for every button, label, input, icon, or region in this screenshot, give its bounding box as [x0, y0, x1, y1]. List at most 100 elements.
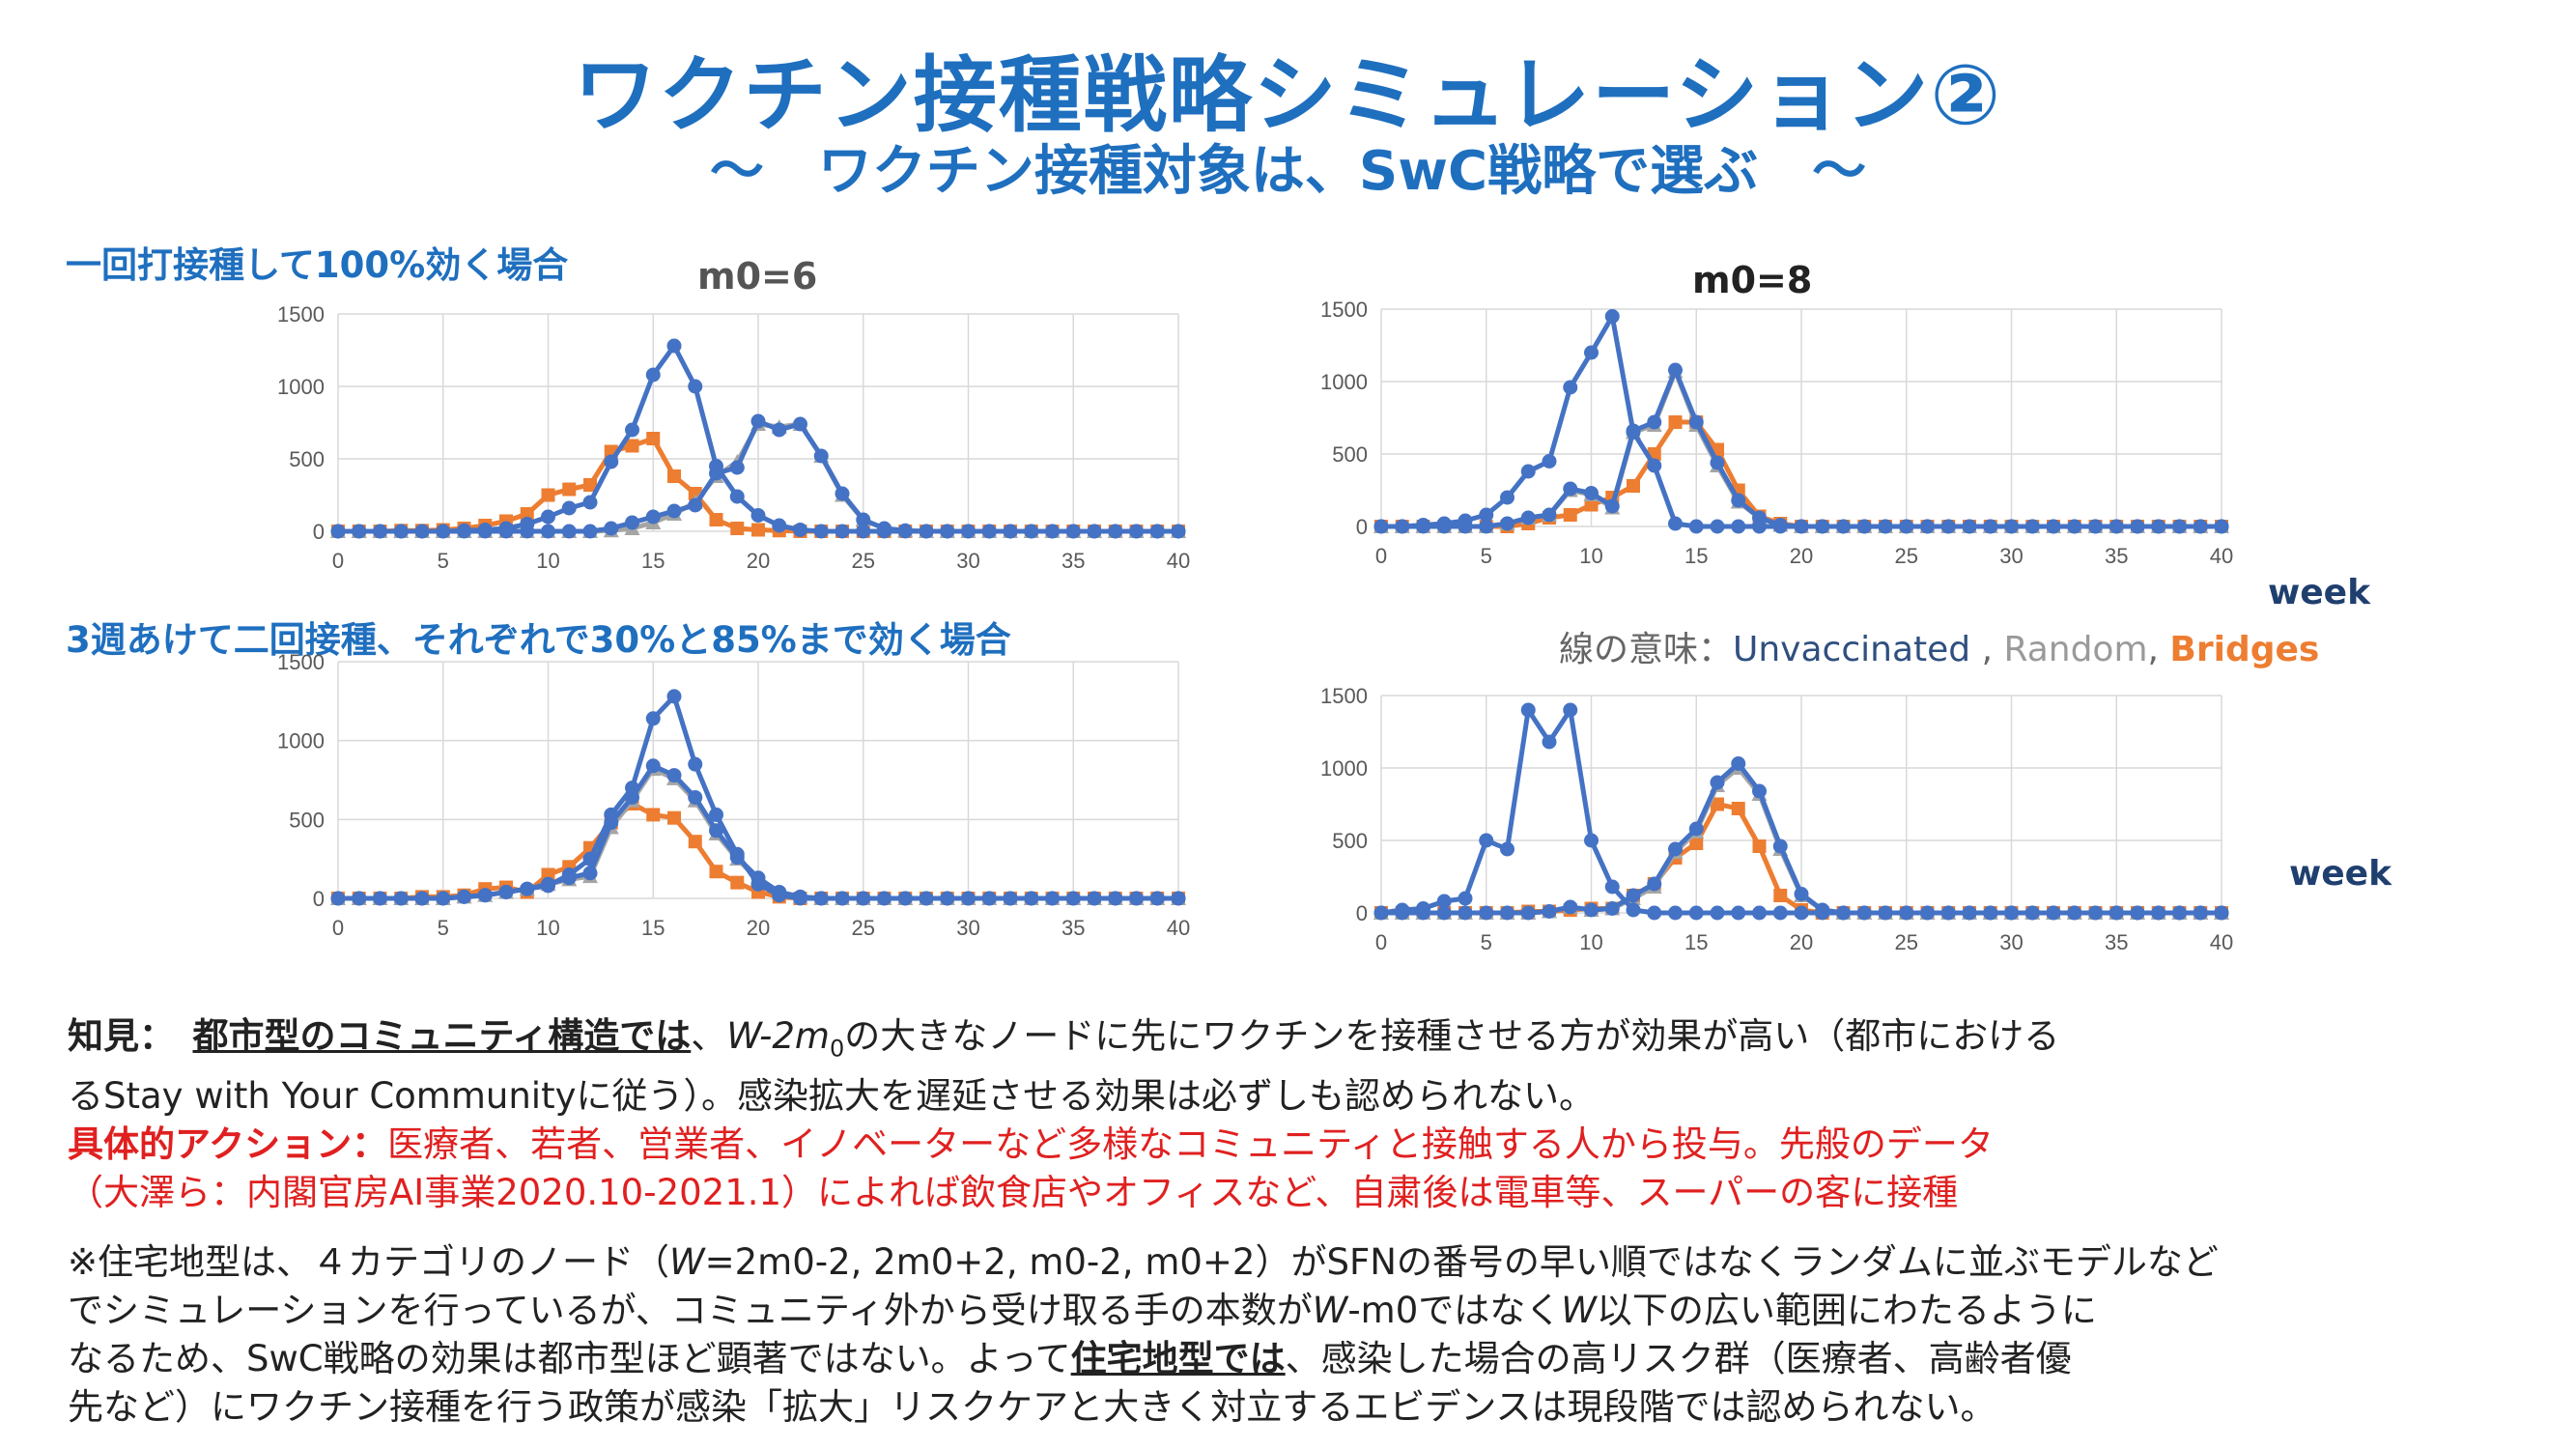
data-point-unvaccinated: [330, 891, 346, 906]
note-p2: =2m0-2, 2m0+2, m0-2, m0+2）がSFNの番号の早い順ではな…: [704, 1241, 2219, 1283]
data-point-unvaccinated: [813, 524, 829, 539]
data-point-unvaccinated: [1856, 905, 1872, 921]
x-tick-label: 0: [1375, 544, 1387, 568]
data-point-unvaccinated: [1688, 821, 1704, 837]
y-tick-label: 0: [1356, 901, 1368, 925]
data-point-unvaccinated: [981, 524, 997, 539]
data-point-unvaccinated: [1500, 905, 1514, 921]
data-point-unvaccinated: [1983, 519, 1998, 534]
data-point-unvaccinated: [1108, 524, 1123, 539]
data-point-unvaccinated: [2067, 905, 2082, 921]
m-sub: 0: [829, 1035, 845, 1063]
note-l3u: 住宅地型では: [1070, 1338, 1286, 1379]
data-point-unvaccinated: [1836, 905, 1851, 921]
y-tick-label: 1000: [1320, 756, 1368, 781]
data-point-unvaccinated: [582, 524, 598, 539]
note-l3b: 、感染した場合の高リスク群（医療者、高齢者優: [1285, 1338, 2072, 1379]
x-tick-label: 35: [2105, 930, 2128, 954]
data-point-unvaccinated: [645, 711, 661, 726]
data-point-unvaccinated: [1479, 519, 1494, 534]
data-point-unvaccinated: [2024, 519, 2040, 534]
data-point-bridges: [1668, 415, 1683, 429]
data-point-bridges: [1752, 839, 1767, 853]
x-tick-label: 20: [1790, 930, 1813, 954]
data-point-unvaccinated: [1604, 901, 1620, 916]
note-w3: W: [1561, 1290, 1597, 1331]
data-point-unvaccinated: [1542, 454, 1557, 469]
data-point-bridges: [730, 522, 745, 535]
chart2-title: m0=8: [1692, 259, 1813, 301]
data-point-unvaccinated: [1604, 309, 1620, 324]
data-point-unvaccinated: [729, 460, 745, 475]
data-point-unvaccinated: [1024, 524, 1039, 539]
data-point-unvaccinated: [1710, 775, 1725, 790]
data-point-unvaccinated: [856, 891, 871, 906]
data-point-unvaccinated: [1836, 519, 1851, 534]
legend-unvaccinated: Unvaccinated: [1733, 630, 1971, 669]
data-point-unvaccinated: [1542, 734, 1557, 750]
x-tick-label: 5: [438, 916, 449, 940]
data-point-unvaccinated: [645, 509, 661, 525]
data-point-unvaccinated: [793, 523, 807, 537]
data-point-unvaccinated: [1878, 519, 1893, 534]
week-label-2: week: [2289, 854, 2392, 894]
chart-m0-8: 0 5 10 15 20 25 30 35 40 0 500 1000 1500: [1320, 298, 2233, 568]
x-tick-label: 30: [956, 549, 979, 573]
data-point-unvaccinated: [793, 891, 807, 906]
data-point-unvaccinated: [1584, 345, 1599, 360]
data-point-unvaccinated: [330, 524, 346, 539]
data-point-unvaccinated: [1479, 833, 1494, 848]
data-point-bridges: [1711, 797, 1724, 811]
data-point-unvaccinated: [1815, 905, 1830, 921]
data-point-unvaccinated: [709, 459, 723, 473]
data-point-unvaccinated: [2130, 519, 2145, 534]
x-tick-label: 5: [1481, 544, 1492, 568]
data-point-unvaccinated: [1772, 519, 1788, 534]
data-point-unvaccinated: [2046, 519, 2061, 534]
findings-label: 知見：: [68, 1015, 157, 1057]
data-point-unvaccinated: [477, 523, 493, 537]
data-point-unvaccinated: [1604, 498, 1620, 514]
data-point-unvaccinated: [1024, 891, 1039, 906]
data-point-unvaccinated: [625, 515, 639, 530]
data-point-unvaccinated: [772, 518, 787, 533]
x-tick-label: 30: [1999, 930, 2023, 954]
data-point-unvaccinated: [2046, 905, 2061, 921]
x-tick-label: 20: [747, 549, 770, 573]
data-point-unvaccinated: [1563, 702, 1578, 718]
data-point-unvaccinated: [2109, 905, 2124, 921]
data-point-unvaccinated: [1647, 905, 1662, 921]
data-point-unvaccinated: [414, 524, 430, 539]
x-tick-label: 0: [332, 916, 344, 940]
y-tick-label: 1500: [1320, 684, 1368, 708]
x-tick-label: 35: [1062, 549, 1085, 573]
data-point-unvaccinated: [835, 486, 850, 501]
data-point-unvaccinated: [666, 503, 682, 519]
data-point-bridges: [667, 469, 681, 483]
data-point-unvaccinated: [1772, 905, 1788, 921]
week-label-1: week: [2268, 573, 2371, 612]
data-point-unvaccinated: [1171, 524, 1186, 539]
data-point-unvaccinated: [1962, 519, 1977, 534]
data-point-bridges: [709, 513, 723, 526]
data-point-unvaccinated: [1899, 519, 1914, 534]
data-point-unvaccinated: [1647, 876, 1662, 892]
findings-line2: るStay with Your Communityに従う）。感染拡大を遅延させる…: [68, 1075, 1595, 1118]
data-point-unvaccinated: [2067, 519, 2082, 534]
data-point-unvaccinated: [1373, 519, 1389, 534]
action-text: 医療者、若者、営業者、イノベーターなど多様なコミュニティと接触する人から投与。先…: [387, 1123, 1994, 1166]
note-line4: 先など）にワクチン接種を行う政策が感染「拡大」リスクケアと大きく対立するエビデン…: [68, 1386, 1996, 1428]
data-point-unvaccinated: [1710, 519, 1725, 534]
data-point-unvaccinated: [393, 524, 409, 539]
data-point-unvaccinated: [1458, 513, 1473, 528]
data-point-unvaccinated: [1668, 905, 1683, 921]
data-point-unvaccinated: [1542, 904, 1557, 919]
data-point-unvaccinated: [457, 523, 471, 538]
data-point-unvaccinated: [1920, 519, 1935, 534]
data-point-unvaccinated: [1108, 891, 1123, 906]
y-tick-label: 1500: [277, 650, 325, 674]
data-point-unvaccinated: [772, 888, 787, 903]
data-point-unvaccinated: [561, 524, 577, 539]
data-point-unvaccinated: [1436, 894, 1452, 909]
data-point-unvaccinated: [1458, 891, 1473, 906]
